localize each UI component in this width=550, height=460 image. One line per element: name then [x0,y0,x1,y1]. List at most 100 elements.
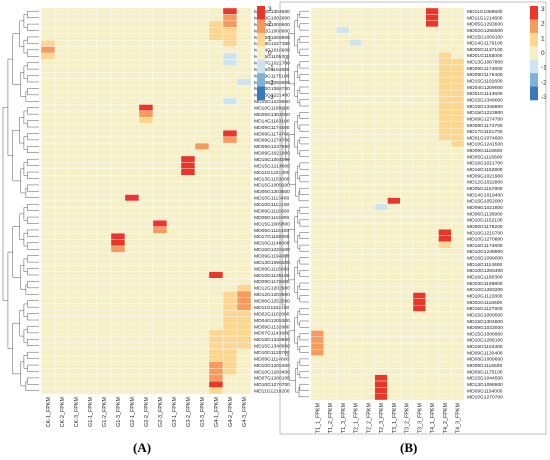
heatmap-cell [310,96,324,104]
heatmap-cell [236,52,252,60]
heatmap-cell [222,33,238,41]
heatmap-cell [124,226,140,234]
heatmap-cell [349,58,363,66]
legend-tick: -2 [268,79,274,86]
heatmap-cell [412,77,426,85]
heatmap-cell [374,140,388,148]
legend-tick: -3 [268,94,274,101]
heatmap-cell [310,203,324,211]
heatmap-cell [40,168,56,176]
heatmap-cell [323,279,337,287]
heatmap-cell [425,77,439,85]
heatmap-cell [152,245,168,253]
heatmap-cell [166,91,182,99]
heatmap-cell [451,52,465,59]
heatmap-cell [180,46,196,54]
heatmap-cell [323,146,337,154]
heatmap-cell [349,153,363,160]
row-dendrogram [2,10,39,392]
heatmap-cell [336,229,350,236]
heatmap-cell [336,58,350,66]
heatmap-cell [438,127,452,135]
heatmap-cell [110,59,126,67]
heatmap-cell [374,235,388,243]
heatmap-cell [40,348,56,356]
heatmap-cell [82,245,98,253]
heatmap-cell [425,39,439,47]
heatmap-cell [152,27,168,34]
heatmap-cell [82,130,98,137]
heatmap-cell [236,335,252,343]
heatmap-cell [236,142,252,150]
heatmap-cell [336,108,350,116]
heatmap-cell [110,97,126,105]
heatmap-cell [222,252,238,260]
heatmap-cell [400,254,414,262]
heatmap-cell [349,235,363,243]
heatmap-cell [387,380,401,388]
heatmap-cell [110,7,126,15]
heatmap-cell [412,323,426,331]
heatmap-cell [236,355,252,363]
heatmap-cell [194,323,210,330]
heatmap-cell [222,207,238,215]
heatmap-cell [310,191,324,198]
heatmap-cell [208,39,224,47]
heatmap-cell [180,136,196,144]
heatmap-cell [336,71,350,78]
heatmap-cell [336,146,350,154]
heatmap-cell [336,387,350,394]
heatmap-cell [68,194,84,202]
heatmap-cell [68,85,84,92]
heatmap-cell [208,278,224,285]
legend-tick: 0 [268,50,272,57]
heatmap-cell [110,27,126,34]
heatmap-cell [152,136,168,144]
heatmap-cell [349,121,363,129]
heatmap-cell [349,83,363,91]
row-label: MD10G1148600 [254,241,290,247]
heatmap-cell [323,7,337,15]
row-label: MD15G1105300 [254,54,290,60]
heatmap-cell [336,374,350,382]
heatmap-cell [110,14,126,22]
row-label: MD07G1143600 [254,331,290,337]
heatmap-cell [349,298,363,306]
heatmap-cell [82,387,98,395]
heatmap-cell [361,146,375,154]
row-label: MD09G1175100 [254,73,290,79]
heatmap-cell [400,153,414,160]
heatmap-cell [138,104,154,112]
heatmap-cell [166,335,182,343]
heatmap-cell [124,348,140,356]
heatmap-cell [387,33,401,40]
heatmap-cell [310,292,324,300]
heatmap-cell [180,278,196,285]
heatmap-cell [349,52,363,59]
heatmap-cell [336,197,350,205]
heatmap-cell [236,380,252,388]
heatmap-cell [310,216,324,224]
heatmap-cell [236,187,252,195]
heatmap-cell [310,127,324,135]
heatmap-cell [222,329,238,337]
heatmap-cell [82,374,98,382]
heatmap-cell [451,286,465,293]
heatmap-cell [222,175,238,182]
heatmap-cell [412,222,426,230]
heatmap-cell [180,72,196,79]
heatmap-cell [310,172,324,179]
heatmap-cell [361,191,375,198]
heatmap-cell [194,46,210,54]
heatmap-cell [387,267,401,274]
row-label: MD15G1304600 [467,319,503,325]
heatmap-cell [194,387,210,395]
heatmap-cell [310,229,324,236]
heatmap-cell [336,380,350,388]
heatmap-cell [138,258,154,266]
heatmap-cell [124,258,140,266]
heatmap-cell [208,368,224,375]
heatmap-cell [40,310,56,317]
heatmap-cell [222,130,238,137]
heatmap-cell [40,85,56,92]
